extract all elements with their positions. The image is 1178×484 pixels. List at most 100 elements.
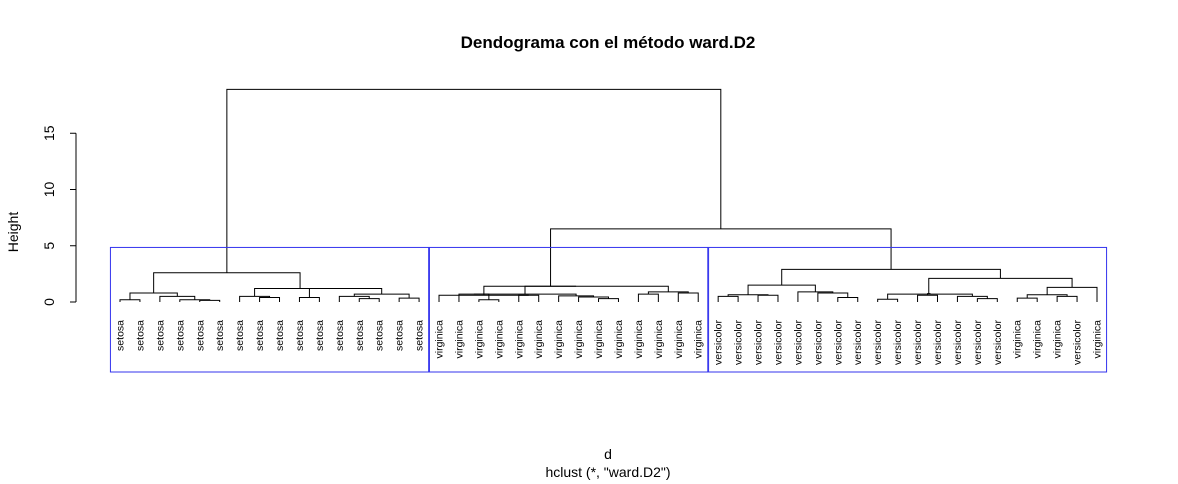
leaf-label: setosa <box>334 320 346 351</box>
dendrogram-link <box>757 294 779 302</box>
leaf-label: setosa <box>294 320 306 351</box>
leaf-label: setosa <box>115 320 127 351</box>
dendrogram-link <box>254 288 346 297</box>
leaf-label: versicolor <box>852 320 864 365</box>
leaf-label: setosa <box>394 320 406 351</box>
leaf-label: versicolor <box>1072 320 1084 365</box>
dendrogram-link <box>398 297 420 302</box>
dendrogram-link <box>524 285 577 295</box>
dendrogram-link <box>338 295 370 302</box>
dendrogram-link <box>1026 294 1068 299</box>
leaf-label: versicolor <box>792 320 804 365</box>
dendrogram-link <box>747 284 816 295</box>
leaf-label: virginica <box>1032 320 1044 359</box>
y-tick-label: 15 <box>41 125 57 141</box>
dendrogram-link <box>458 293 490 302</box>
leaf-label: virginica <box>693 320 705 359</box>
leaf-label: virginica <box>533 320 545 359</box>
dendrogram-link <box>1016 297 1038 302</box>
leaf-label: setosa <box>134 320 146 351</box>
leaf-label: virginica <box>573 320 585 359</box>
chart-title: Dendograma con el método ward.D2 <box>461 33 756 52</box>
dendrogram-link <box>358 298 380 302</box>
leaf-label: virginica <box>493 320 505 359</box>
x-axis-label: d <box>604 446 612 462</box>
leaf-label: versicolor <box>713 320 725 365</box>
leaf-label: setosa <box>314 320 326 351</box>
leaf-label: setosa <box>174 320 186 351</box>
dendrogram-link <box>259 297 281 302</box>
dendrogram-link <box>438 294 529 302</box>
leaf-label: versicolor <box>772 320 784 365</box>
dendrogram-link <box>159 295 196 302</box>
dendrogram-link <box>478 299 500 302</box>
leaf-label: versicolor <box>972 320 984 365</box>
y-tick-label: 10 <box>41 182 57 198</box>
dendrogram-link <box>199 299 221 302</box>
sub-title: hclust (*, "ward.D2") <box>545 464 670 480</box>
dendrogram-link <box>179 299 211 302</box>
leaf-label: versicolor <box>932 320 944 365</box>
leaf-label: versicolor <box>892 320 904 365</box>
leaf-label: setosa <box>214 320 226 351</box>
dendrogram-link <box>598 298 619 302</box>
dendrogram-link <box>1056 295 1078 302</box>
leaf-label: versicolor <box>912 320 924 365</box>
leaf-label: virginica <box>453 320 465 359</box>
cluster-boxes <box>109 246 1108 373</box>
dendrogram-link <box>717 295 739 302</box>
leaf-label: virginica <box>613 320 625 359</box>
dendrogram-link <box>298 297 320 302</box>
cluster-box <box>428 246 709 373</box>
dendrogram-link <box>637 293 659 302</box>
leaf-label: versicolor <box>753 320 765 365</box>
leaf-label: versicolor <box>872 320 884 365</box>
leaf-label: setosa <box>274 320 286 351</box>
y-tick-label: 5 <box>41 242 57 250</box>
leaf-label: virginica <box>1092 320 1104 359</box>
y-tick-label: 0 <box>41 298 57 306</box>
dendrogram-link <box>976 298 998 302</box>
leaf-label: virginica <box>434 320 446 359</box>
dendrogram-link <box>226 88 722 273</box>
leaf-labels: setosa setosa setosa setosa setosa setosa seto… <box>115 320 1104 365</box>
leaf-label: virginica <box>673 320 685 359</box>
leaf-label: virginica <box>513 320 525 359</box>
dendrogram-link <box>153 272 301 293</box>
leaf-label: virginica <box>553 320 565 359</box>
dendrogram-link <box>928 277 1073 294</box>
leaf-label: setosa <box>234 320 246 351</box>
leaf-label: virginica <box>653 320 665 359</box>
dendrogram-link <box>956 295 988 302</box>
leaf-label: setosa <box>414 320 426 351</box>
dendrogram-link <box>578 296 609 302</box>
dendrogram-link <box>727 294 769 297</box>
leaf-label: setosa <box>154 320 166 351</box>
dendrogram-link <box>917 294 938 302</box>
leaf-label: virginica <box>1012 320 1024 359</box>
leaf-label: setosa <box>374 320 386 351</box>
dendrogram-link <box>473 293 577 296</box>
leaf-label: versicolor <box>832 320 844 365</box>
dendrogram-link <box>558 295 595 302</box>
leaf-label: versicolor <box>992 320 1004 365</box>
dendrogram-link <box>518 294 540 302</box>
dendrogram-link <box>550 228 892 287</box>
leaf-label: virginica <box>633 320 645 359</box>
dendrogram-tree <box>119 88 1098 302</box>
leaf-label: virginica <box>473 320 485 359</box>
dendrogram-link <box>927 293 931 296</box>
dendrogram-link <box>119 299 141 302</box>
leaf-label: setosa <box>194 320 206 351</box>
dendrogram-link <box>677 292 699 302</box>
leaf-label: setosa <box>254 320 266 351</box>
y-axis: 0 5 10 15 <box>41 125 77 306</box>
dendrogram-link <box>781 268 1001 286</box>
cluster-box <box>708 246 1108 373</box>
leaf-label: virginica <box>1052 320 1064 359</box>
leaf-label: versicolor <box>812 320 824 365</box>
y-axis-label: Height <box>5 212 21 253</box>
dendrogram-link <box>877 298 899 302</box>
dendrogram-link <box>837 297 859 302</box>
